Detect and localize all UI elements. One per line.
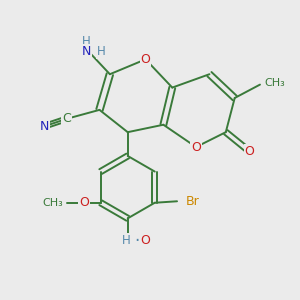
Text: H: H [82,35,91,48]
Text: C: C [62,112,71,125]
Text: O: O [141,53,151,66]
Text: O: O [141,234,151,247]
Text: O: O [191,140,201,154]
Text: N: N [40,120,49,133]
Text: ·: · [134,232,139,250]
Text: O: O [80,196,89,209]
Text: H: H [122,234,130,247]
Text: O: O [244,145,254,158]
Text: CH₃: CH₃ [43,198,64,208]
Text: N: N [81,45,91,58]
Text: Br: Br [186,195,200,208]
Text: H: H [97,45,105,58]
Text: CH₃: CH₃ [264,78,285,88]
